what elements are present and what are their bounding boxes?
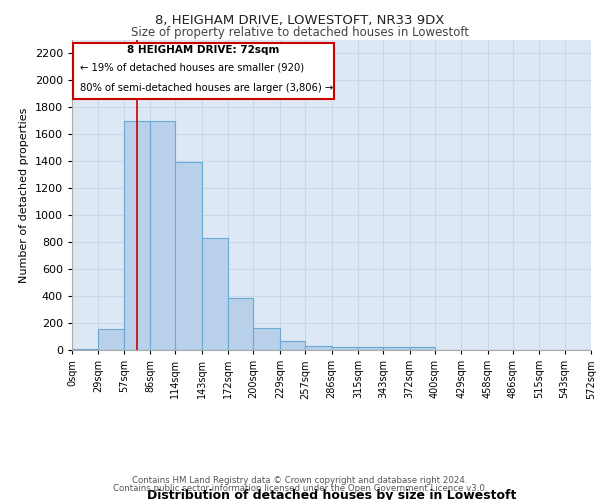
Text: ← 19% of detached houses are smaller (920): ← 19% of detached houses are smaller (92…: [80, 63, 304, 73]
Text: 8, HEIGHAM DRIVE, LOWESTOFT, NR33 9DX: 8, HEIGHAM DRIVE, LOWESTOFT, NR33 9DX: [155, 14, 445, 27]
Bar: [331, 348, 358, 350]
Text: 80% of semi-detached houses are larger (3,806) →: 80% of semi-detached houses are larger (…: [80, 83, 334, 93]
Bar: [228, 298, 253, 350]
Bar: [202, 238, 228, 350]
Text: 8 HEIGHAM DRIVE: 72sqm: 8 HEIGHAM DRIVE: 72sqm: [127, 44, 280, 54]
Bar: [410, 348, 435, 350]
Y-axis label: Number of detached properties: Number of detached properties: [19, 108, 29, 282]
Text: Contains HM Land Registry data © Crown copyright and database right 2024.: Contains HM Land Registry data © Crown c…: [132, 476, 468, 485]
X-axis label: Distribution of detached houses by size in Lowestoft: Distribution of detached houses by size …: [147, 489, 516, 500]
Text: Contains public sector information licensed under the Open Government Licence v3: Contains public sector information licen…: [113, 484, 487, 493]
FancyBboxPatch shape: [73, 42, 334, 98]
Bar: [175, 162, 202, 350]
Bar: [72, 348, 98, 350]
Bar: [305, 346, 331, 350]
Bar: [150, 121, 175, 350]
Bar: [253, 328, 280, 350]
Bar: [383, 348, 410, 350]
Bar: [98, 329, 124, 350]
Bar: [124, 121, 150, 350]
Text: Size of property relative to detached houses in Lowestoft: Size of property relative to detached ho…: [131, 26, 469, 39]
Bar: [358, 348, 383, 350]
Bar: [280, 341, 305, 350]
